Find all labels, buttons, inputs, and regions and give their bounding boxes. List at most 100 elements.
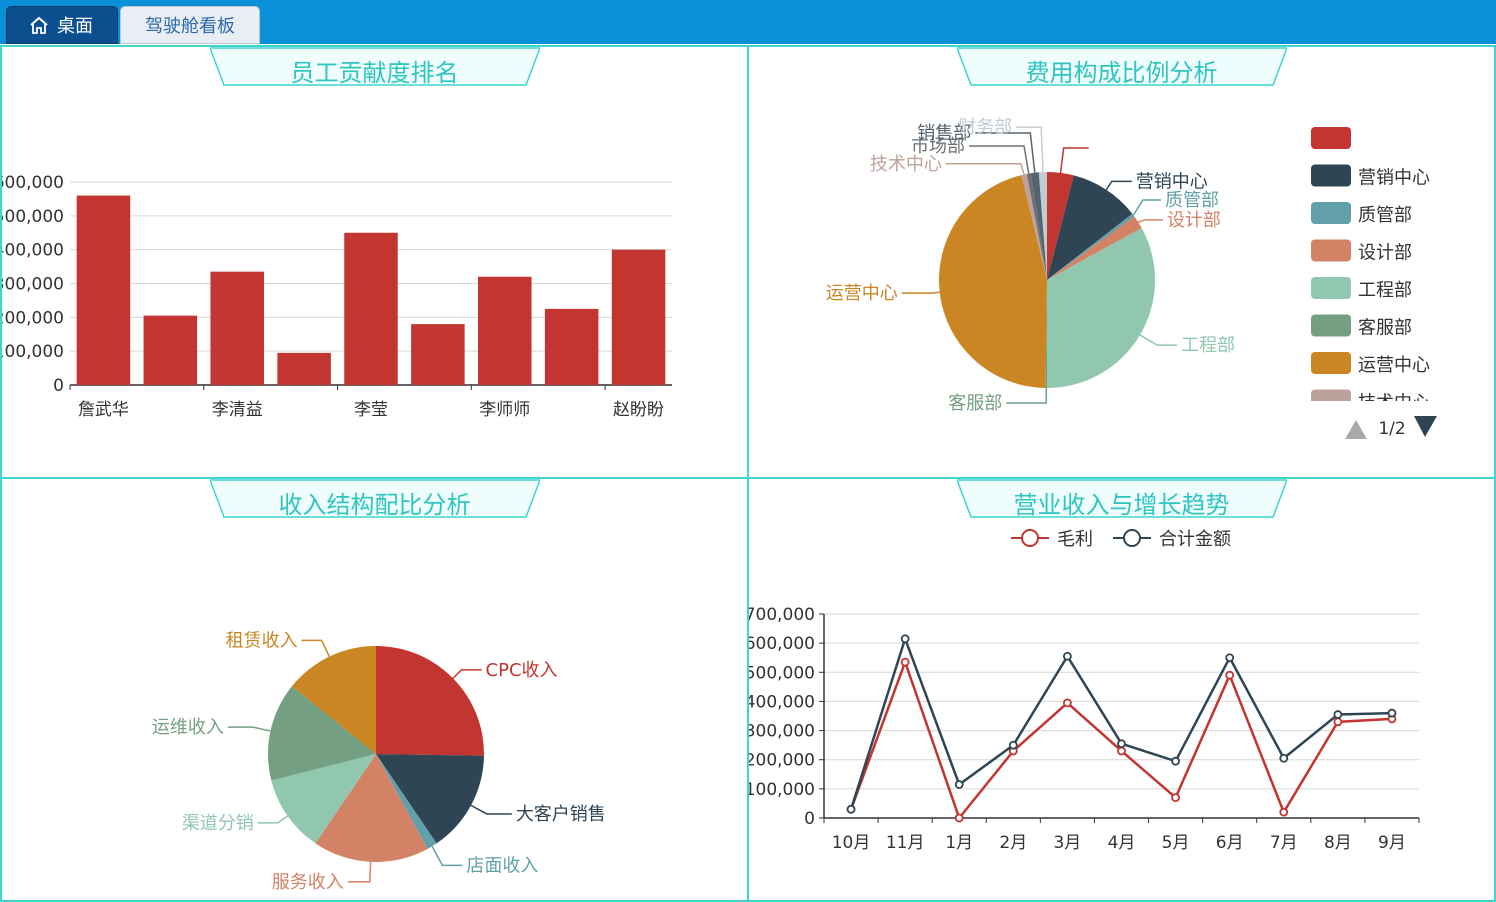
data-point: [1279, 753, 1289, 763]
panel-title: 营业收入与增长趋势: [1013, 491, 1230, 519]
legend-label: 质管部: [1358, 205, 1412, 226]
y-tick-label: 600,000: [2, 173, 64, 193]
pie-slice: [1038, 172, 1047, 280]
label-line: [347, 861, 372, 883]
panel-employee-contribution: 员工贡献度排名 0 100,000 200,000 300,000 400,000 500…: [0, 45, 749, 479]
tab-desktop[interactable]: 桌面: [6, 6, 118, 44]
legend-label: 客服部: [1358, 318, 1412, 339]
y-tick-label: 100,000: [749, 780, 815, 800]
label-line: [901, 291, 940, 294]
data-point: [1063, 651, 1072, 661]
panel-income-structure: 收入结构配比分析 CPC收入大客户销售店面收入服务收入 渠道分销 运维收入 租赁收入: [0, 477, 749, 902]
pie-slice: [376, 754, 437, 849]
tab-cockpit-label: 驾驶舱看板: [145, 16, 235, 37]
label-line: [975, 132, 1036, 173]
y-tick-label: 700,000: [749, 605, 815, 625]
pie-slice: [1047, 227, 1155, 388]
y-tick-label: 500,000: [2, 207, 64, 227]
slice-label: 技术中心: [870, 154, 942, 175]
data-point: [1008, 740, 1018, 750]
slice-label: 工程部: [1181, 335, 1235, 356]
data-point: [1171, 756, 1180, 766]
pie-slice: [376, 754, 484, 844]
panel-title: 收入结构配比分析: [278, 491, 471, 519]
label-line: [969, 145, 1030, 174]
label-line: [301, 639, 331, 657]
x-tick-label: 2月: [999, 833, 1027, 853]
slice-label: 财务部: [958, 117, 1012, 138]
pie-slice: [291, 646, 376, 754]
legend-swatch: [1311, 277, 1351, 299]
slice-label: 店面收入: [466, 855, 538, 876]
slice-label: 运维收入: [152, 717, 224, 738]
panel-title: 费用构成比例分析: [1025, 59, 1218, 87]
pie-slice: [1047, 172, 1074, 280]
x-tick-label: 李清益: [212, 400, 263, 420]
x-tick-label: 10月: [832, 833, 871, 853]
x-tick-label: 5月: [1162, 833, 1190, 853]
pie-slice: [1021, 173, 1047, 280]
panel-title: 员工贡献度排名: [290, 59, 459, 87]
x-tick-label: 11月: [886, 833, 925, 853]
slice-label: 市场部: [911, 136, 965, 157]
series-line: [849, 634, 1392, 810]
slice-label: 渠道分销: [182, 813, 254, 834]
legend-page-text: 1/2: [1378, 419, 1405, 439]
line-chart: 0 100,000 200,000 300,000 400,000 500,000 600,…: [749, 529, 1420, 853]
slice-label: 服务收入: [272, 872, 344, 893]
x-tick-label: 1月: [945, 833, 973, 853]
y-tick-label: 400,000: [749, 692, 815, 712]
slice-label: 质管部: [1165, 190, 1219, 211]
panel-expense-composition: 费用构成比例分析 营销中心 质管部 设计部 工程部 客服部 运营中心 技术中心 市场部 销售部财…: [747, 45, 1496, 479]
y-tick-label: 300,000: [749, 722, 815, 742]
label-line: [257, 815, 289, 824]
data-point: [1171, 793, 1180, 803]
bar: [478, 276, 532, 385]
legend-label: 设计部: [1358, 243, 1412, 264]
label-line: [1105, 180, 1132, 191]
label-line: [431, 845, 463, 867]
slice-label: 客服部: [948, 393, 1002, 414]
y-tick-label: 200,000: [749, 751, 815, 771]
x-tick-label: 李莹: [354, 400, 388, 420]
legend-swatch: [1311, 389, 1351, 401]
data-point: [846, 804, 856, 814]
legend-marker: [1021, 529, 1039, 547]
legend-swatch: [1311, 127, 1351, 149]
bar: [411, 324, 465, 385]
tab-cockpit-board[interactable]: 驾驶舱看板: [120, 6, 260, 44]
label-line: [1132, 199, 1161, 216]
pie-slice: [1047, 216, 1142, 280]
pie-slice: [271, 754, 376, 844]
y-tick-label: 400,000: [2, 241, 64, 261]
x-tick-label: 李师师: [479, 400, 530, 420]
legend-swatch: [1311, 164, 1351, 187]
data-point: [1225, 653, 1235, 663]
slice-label: CPC收入: [486, 660, 558, 681]
expense-pie-chart: 营销中心质管部设计部工程部客服部运营中心技术中心市场部销售部财务部营销中心质管部…: [826, 117, 1437, 439]
x-tick-label: 6月: [1216, 833, 1244, 853]
slice-label: 大客户销售: [516, 804, 606, 825]
home-icon: [30, 16, 48, 34]
legend-marker: [1123, 529, 1141, 547]
x-tick-label: 赵盼盼: [613, 400, 664, 420]
slice-label: 运营中心: [826, 283, 898, 304]
panel-title-header: 营业收入与增长趋势: [956, 479, 1287, 519]
slice-label: 营销中心: [1136, 171, 1208, 192]
data-point: [1225, 670, 1235, 680]
data-point: [900, 634, 910, 644]
label-line: [1016, 126, 1044, 173]
label-line: [1137, 219, 1163, 223]
bar: [76, 195, 131, 385]
x-tick-label: 8月: [1324, 833, 1352, 853]
x-tick-label: 詹武华: [78, 400, 129, 420]
panel-title-header: 费用构成比例分析: [956, 47, 1287, 87]
panel-title-header: 员工贡献度排名: [209, 47, 540, 87]
x-tick-label: 3月: [1053, 833, 1081, 853]
slice-label: 租赁收入: [226, 630, 298, 651]
data-point: [1387, 708, 1397, 718]
pie-slice: [938, 175, 1047, 388]
slice-label: 设计部: [1167, 210, 1221, 231]
legend-next-icon: [1414, 416, 1437, 437]
